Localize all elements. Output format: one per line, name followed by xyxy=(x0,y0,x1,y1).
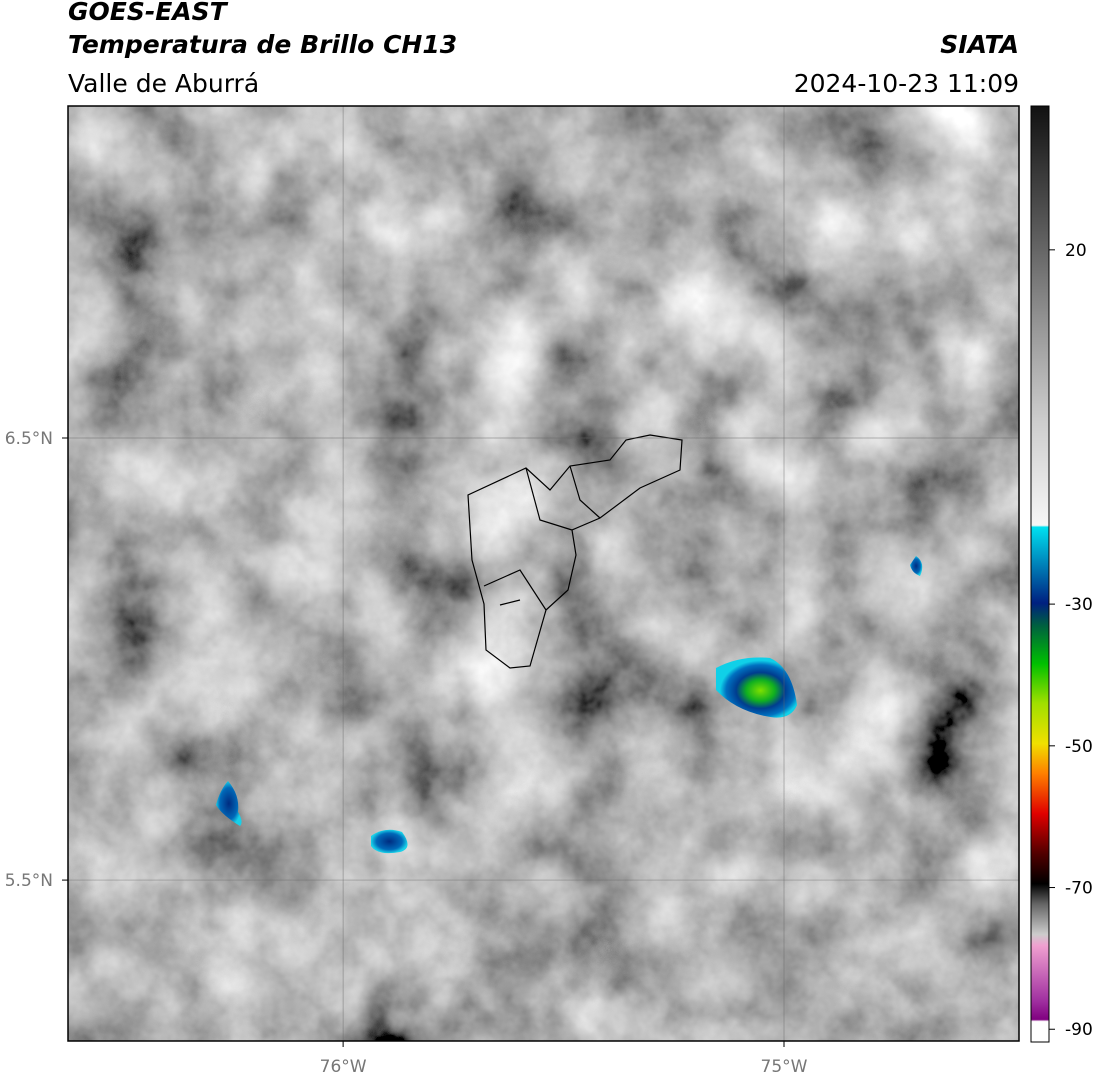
subtitle: Temperatura de Brillo CH13 xyxy=(68,30,457,59)
storm-cell xyxy=(216,781,242,826)
title: GOES-EAST xyxy=(68,0,229,26)
colorbar-tick-label: -50 xyxy=(1065,737,1093,757)
region: Valle de Aburrá xyxy=(68,69,259,98)
timestamp: 2024-10-23 11:09 xyxy=(794,69,1019,98)
lon-label: 75°W xyxy=(761,1057,808,1077)
source: SIATA xyxy=(940,30,1019,59)
colorbar-tick-label: -30 xyxy=(1065,595,1093,615)
lat-label: 5.5°N xyxy=(5,871,53,891)
lat-label: 6.5°N xyxy=(5,429,53,449)
storm-cell xyxy=(371,829,408,854)
storm-cell xyxy=(716,657,797,718)
colorbar xyxy=(1030,105,1050,1043)
colorbar-tick-label: 20 xyxy=(1065,241,1087,261)
map-image xyxy=(68,106,1019,1041)
colorbar-tick-label: -70 xyxy=(1065,879,1093,899)
lon-label: 76°W xyxy=(320,1057,367,1077)
map-frame xyxy=(67,105,1020,1042)
colorbar-tick-label: -90 xyxy=(1065,1020,1093,1040)
storm-cell xyxy=(910,556,923,576)
cloud-field xyxy=(68,106,1019,1041)
municipal-boundaries xyxy=(467,434,683,669)
